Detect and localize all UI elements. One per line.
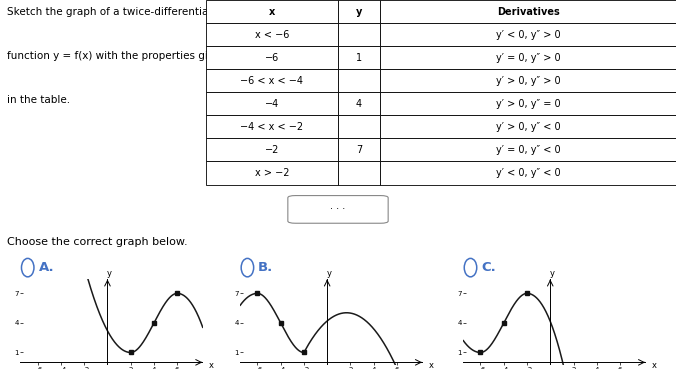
Text: 4: 4 — [356, 99, 362, 109]
Text: −4: −4 — [265, 99, 279, 109]
Text: 1: 1 — [356, 53, 362, 63]
Text: y′ < 0, y″ > 0: y′ < 0, y″ > 0 — [496, 30, 560, 39]
Bar — [380, 115, 676, 138]
Bar — [338, 162, 380, 184]
Text: y′ > 0, y″ < 0: y′ > 0, y″ < 0 — [496, 122, 560, 132]
Text: function y = f(x) with the properties given: function y = f(x) with the properties gi… — [7, 51, 226, 61]
Text: y: y — [550, 269, 554, 277]
Text: −2: −2 — [265, 145, 279, 155]
Text: x: x — [652, 361, 656, 369]
Bar — [380, 69, 676, 92]
Text: 7: 7 — [356, 145, 362, 155]
Text: y′ = 0, y″ < 0: y′ = 0, y″ < 0 — [496, 145, 560, 155]
Text: x < −6: x < −6 — [255, 30, 289, 39]
Bar — [338, 138, 380, 162]
Text: y: y — [327, 269, 331, 277]
Bar — [380, 162, 676, 184]
Text: Choose the correct graph below.: Choose the correct graph below. — [7, 237, 187, 247]
Bar — [338, 0, 380, 23]
Bar — [380, 138, 676, 162]
Bar — [380, 0, 676, 23]
Text: Derivatives: Derivatives — [497, 7, 559, 17]
Bar — [380, 46, 676, 69]
Text: Sketch the graph of a twice-differentiable: Sketch the graph of a twice-differentiab… — [7, 7, 224, 17]
Text: y′ > 0, y″ > 0: y′ > 0, y″ > 0 — [496, 76, 560, 86]
Bar — [206, 138, 338, 162]
Text: −4 < x < −2: −4 < x < −2 — [241, 122, 304, 132]
Bar — [206, 23, 338, 46]
Text: B.: B. — [258, 261, 274, 273]
Text: in the table.: in the table. — [7, 95, 70, 105]
Bar — [380, 92, 676, 115]
Bar — [338, 23, 380, 46]
Text: A.: A. — [39, 261, 54, 273]
FancyBboxPatch shape — [288, 196, 388, 223]
Text: x > −2: x > −2 — [255, 168, 289, 178]
Text: y′ = 0, y″ > 0: y′ = 0, y″ > 0 — [496, 53, 560, 63]
Bar — [206, 0, 338, 23]
Text: · · ·: · · · — [331, 204, 345, 214]
Text: −6 < x < −4: −6 < x < −4 — [241, 76, 304, 86]
Text: x: x — [209, 361, 214, 369]
Bar — [338, 92, 380, 115]
Text: y′ > 0, y″ = 0: y′ > 0, y″ = 0 — [496, 99, 560, 109]
Text: x: x — [269, 7, 275, 17]
Bar — [206, 92, 338, 115]
Bar — [206, 46, 338, 69]
Bar — [206, 162, 338, 184]
Bar — [380, 23, 676, 46]
Bar — [338, 69, 380, 92]
Bar — [338, 46, 380, 69]
Text: C.: C. — [481, 261, 496, 273]
Bar — [338, 115, 380, 138]
Bar — [206, 69, 338, 92]
Bar — [206, 115, 338, 138]
Text: y: y — [356, 7, 362, 17]
Text: y: y — [107, 269, 112, 277]
Text: y′ < 0, y″ < 0: y′ < 0, y″ < 0 — [496, 168, 560, 178]
Text: −6: −6 — [265, 53, 279, 63]
Text: x: x — [429, 361, 433, 369]
